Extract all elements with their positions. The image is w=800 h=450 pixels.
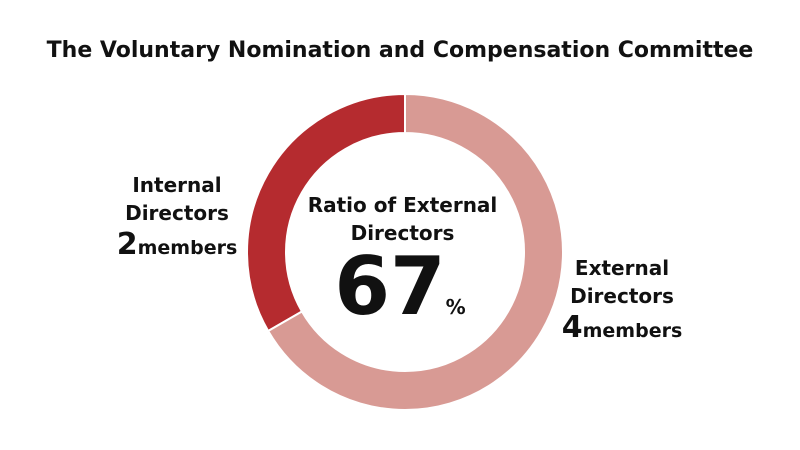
- center-value: 67%: [300, 240, 500, 334]
- center-number: 67: [334, 240, 446, 333]
- category-label: Internal Directors: [125, 173, 229, 225]
- value-label: 2: [116, 227, 138, 262]
- value-label: 4: [561, 310, 583, 345]
- unit-label: members: [582, 320, 683, 342]
- center-unit: %: [445, 295, 466, 319]
- slice-label: Internal Directors 2members: [107, 171, 247, 262]
- donut-slice: [266, 92, 564, 411]
- chart-title: The Voluntary Nomination and Compensatio…: [46, 38, 754, 63]
- category-label: External Directors: [570, 256, 674, 308]
- slice-label: External Directors 4members: [552, 254, 692, 345]
- unit-label: members: [137, 237, 238, 259]
- center-label: Ratio of External Directors: [307, 193, 498, 245]
